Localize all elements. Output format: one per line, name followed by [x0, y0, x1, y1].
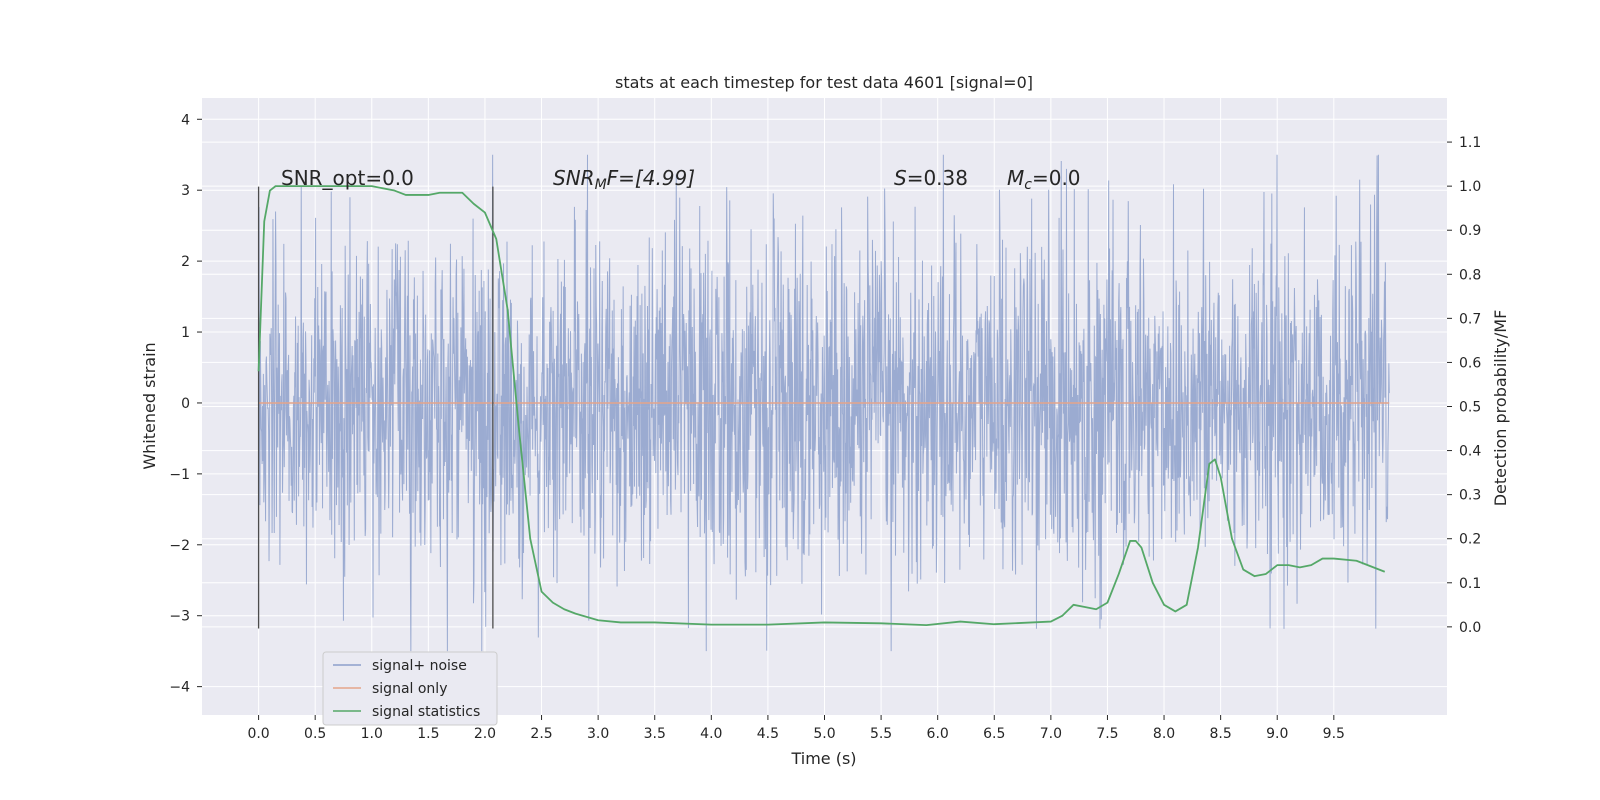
legend-box [322, 651, 498, 726]
y-right-tick-label: 0.4 [1459, 444, 1481, 460]
y-right-axis-label: Detection probability/MF [1491, 310, 1510, 507]
y-right-tick-label: 0.3 [1459, 488, 1481, 504]
s-label: S [894, 166, 907, 190]
y-right-axis-ticks: 1.1 1.0 0.9 0.8 0.7 0.6 0.5 0.4 0.3 0.2 0.1 0.0 [1447, 135, 1481, 636]
x-tick-label: 8.5 [1210, 726, 1232, 742]
y-right-tick-label: 1.0 [1459, 179, 1481, 195]
y-left-tick-label: 0 [181, 396, 190, 412]
x-tick-label: 3.5 [644, 726, 666, 742]
vertical-markers [257, 186, 494, 629]
x-tick-label: 1.5 [417, 726, 439, 742]
x-tick-label: 4.5 [757, 726, 779, 742]
snr-mf-sub: M [595, 177, 607, 193]
x-tick-label: 1.0 [361, 726, 383, 742]
y-right-tick-label: 0.6 [1459, 355, 1481, 371]
x-tick-label: 7.5 [1096, 726, 1118, 742]
y-left-tick-label: −3 [169, 609, 190, 625]
x-tick-label: 9.5 [1323, 726, 1345, 742]
y-right-tick-label: 0.0 [1459, 620, 1481, 636]
x-axis-ticks: 0.0 0.5 1.0 1.5 2.0 2.5 3.0 3.5 4.0 4.5 5.0 5.5 6.0 6… [247, 715, 1345, 742]
y-left-tick-label: −4 [169, 680, 190, 696]
x-axis-label: Time (s) [790, 749, 856, 768]
snr-mf-base: SNR [553, 166, 595, 190]
x-tick-label: 6.5 [983, 726, 1005, 742]
s-annotation: S=0.38 [894, 166, 968, 190]
snr-mf-rest: F=[4.99] [607, 166, 695, 190]
x-tick-label: 2.0 [474, 726, 496, 742]
legend-label-signal-statistics: signal statistics [372, 704, 480, 720]
snr-mf-annotation: SNRMF=[4.99] [553, 166, 695, 193]
x-tick-label: 8.0 [1153, 726, 1175, 742]
x-tick-label: 0.0 [247, 726, 269, 742]
mc-sub: c [1024, 177, 1032, 193]
y-right-tick-label: 0.2 [1459, 532, 1481, 548]
y-right-tick-label: 0.1 [1459, 576, 1481, 592]
x-tick-label: 5.5 [870, 726, 892, 742]
y-right-tick-label: 0.8 [1459, 267, 1481, 283]
y-left-tick-label: 4 [181, 112, 190, 128]
signal-statistics-line [257, 185, 1386, 626]
y-left-tick-label: 1 [181, 325, 190, 341]
x-tick-label: 4.0 [700, 726, 722, 742]
mc-base: M [1007, 166, 1024, 190]
x-tick-label: 2.5 [530, 726, 552, 742]
x-tick-label: 0.5 [304, 726, 326, 742]
y-right-tick-label: 0.7 [1459, 311, 1481, 327]
chart-title: stats at each timestep for test data 460… [615, 73, 1033, 92]
signal-statistics-series [257, 185, 1386, 626]
legend-label-signal-only: signal only [372, 681, 447, 697]
y-left-tick-label: 3 [181, 183, 190, 199]
x-tick-label: 5.0 [813, 726, 835, 742]
y-left-axis-ticks: 4 3 2 1 0 −1 −2 −3 −4 [169, 112, 202, 696]
mc-value: =0.0 [1032, 166, 1081, 190]
y-left-tick-label: −2 [169, 538, 190, 554]
x-tick-label: 3.0 [587, 726, 609, 742]
x-tick-label: 7.0 [1040, 726, 1062, 742]
y-left-tick-label: 2 [181, 254, 190, 270]
y-right-tick-label: 1.1 [1459, 135, 1481, 151]
x-tick-label: 6.0 [927, 726, 949, 742]
s-value: =0.38 [907, 166, 968, 190]
x-tick-label: 9.0 [1266, 726, 1288, 742]
legend-label-signal-noise: signal+ noise [372, 658, 467, 674]
legend: signal+ noise signal only signal statist… [322, 651, 498, 726]
y-left-axis-label: Whitened strain [140, 342, 159, 469]
y-right-tick-label: 0.9 [1459, 223, 1481, 239]
y-right-tick-label: 0.5 [1459, 400, 1481, 416]
y-left-tick-label: −1 [169, 467, 190, 483]
mc-annotation: Mc=0.0 [1007, 166, 1081, 193]
snr-opt-annotation: SNR_opt=0.0 [281, 166, 414, 190]
